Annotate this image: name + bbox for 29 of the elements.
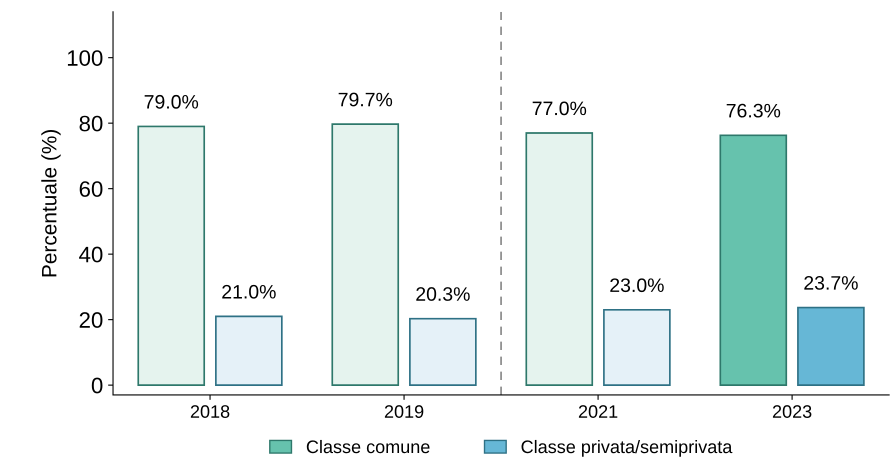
bar (603, 308, 671, 386)
y-tick-label: 100 (68, 50, 102, 66)
bar (525, 132, 594, 386)
x-tick-label: 2023 (772, 405, 812, 418)
bar (409, 318, 477, 386)
data-label: 77.0% (532, 101, 586, 116)
y-tick-label: 0 (92, 378, 102, 394)
data-label: 23.7% (804, 276, 858, 290)
x-tick-label: 2021 (578, 405, 618, 418)
bar (215, 316, 283, 386)
data-label: 23.0% (610, 278, 664, 292)
legend-label: Classe comune (306, 440, 430, 454)
data-label: 21.0% (222, 284, 276, 299)
y-tick-label: 60 (80, 181, 102, 197)
bar (331, 123, 400, 386)
data-label: 79.0% (144, 94, 198, 109)
bar (797, 306, 865, 386)
data-label: 20.3% (416, 287, 470, 301)
x-tick-label: 2018 (190, 405, 230, 418)
y-axis-title: Percentuale (%) (41, 130, 61, 276)
data-label: 76.3% (726, 104, 780, 118)
y-tick-label: 80 (80, 116, 102, 132)
y-tick-label: 40 (79, 246, 102, 262)
data-label: 79.7% (338, 92, 392, 106)
x-tick-label: 2019 (384, 405, 424, 418)
legend-label: Classe privata/semiprivata (522, 440, 732, 457)
y-tick-label: 20 (80, 312, 102, 328)
bar (719, 134, 788, 386)
bar (137, 126, 206, 386)
